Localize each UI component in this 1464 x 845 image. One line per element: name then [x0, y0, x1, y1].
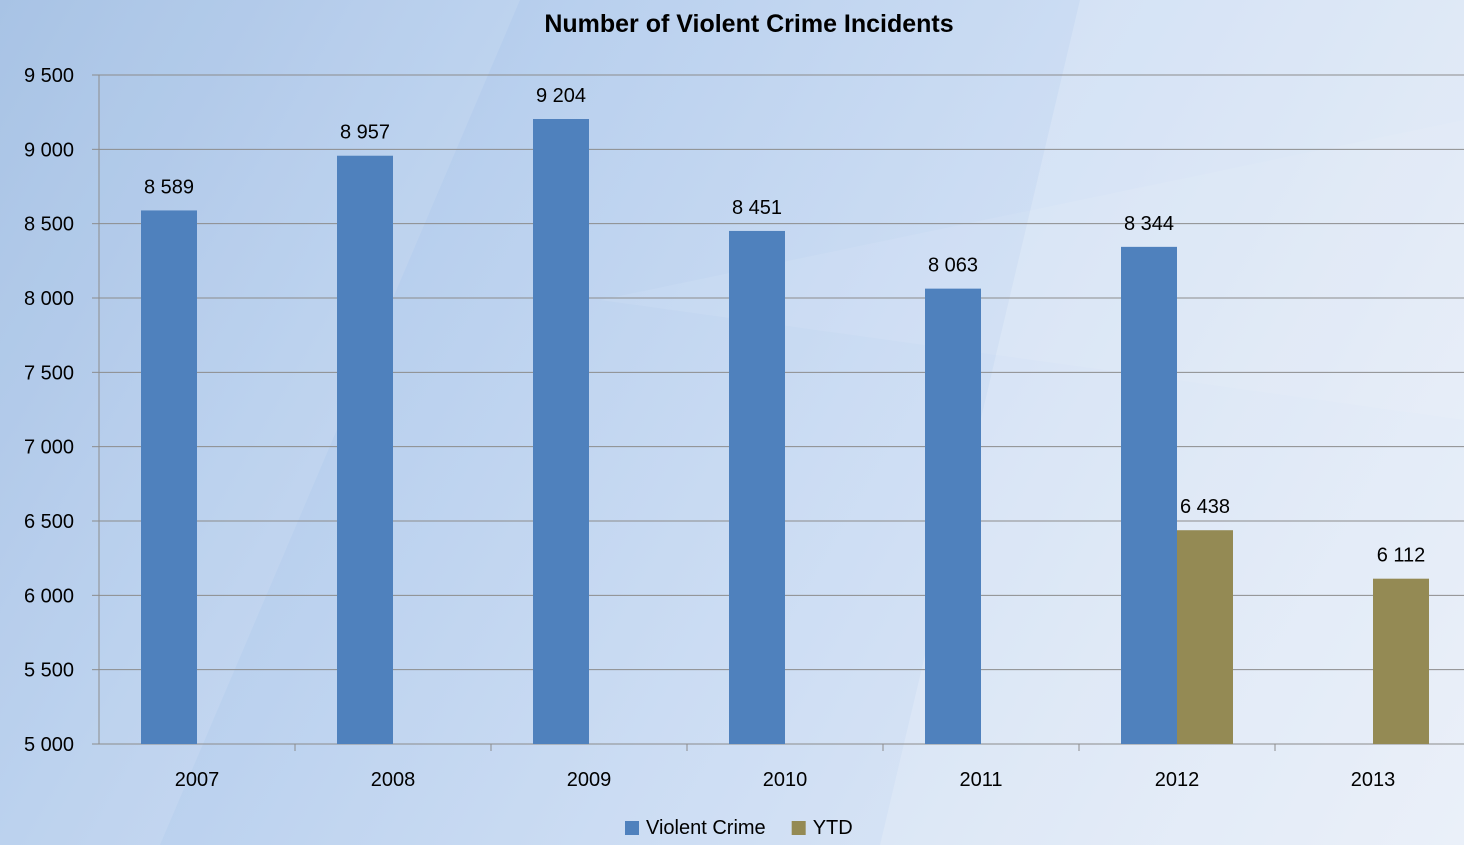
chart-title: Number of Violent Crime Incidents	[544, 10, 953, 38]
bar-violent-crime	[729, 230, 785, 744]
x-tick-label: 2013	[1351, 769, 1396, 791]
data-label: 8 957	[340, 122, 390, 144]
bar-violent-crime	[1121, 246, 1177, 744]
x-tick-label: 2007	[175, 769, 220, 791]
y-tick-label: 9 000	[24, 139, 74, 161]
bar-violent-crime	[141, 210, 197, 745]
y-tick-label: 6 500	[24, 511, 74, 533]
data-label: 8 344	[1124, 213, 1174, 235]
y-tick-label: 6 000	[24, 585, 74, 607]
y-tick-label: 8 000	[24, 288, 74, 310]
data-labels: 8 589 8 957 9 204 8 451 8 063 8 344 6 438 6 112	[144, 85, 1425, 567]
y-tick-label: 7 000	[24, 437, 74, 459]
legend-label: YTD	[813, 817, 853, 839]
bar-violent-crime	[925, 288, 981, 744]
data-label: 6 438	[1180, 496, 1230, 518]
data-label: 8 451	[732, 197, 782, 219]
bar-violent-crime	[533, 119, 589, 745]
x-tick-label: 2009	[567, 769, 612, 791]
bar-ytd	[1177, 530, 1233, 744]
data-label: 9 204	[536, 85, 586, 107]
x-tick-label: 2011	[959, 769, 1002, 791]
bar-violent-crime	[337, 155, 393, 744]
legend-label: Violent Crime	[646, 817, 766, 839]
bars	[141, 119, 1429, 745]
x-tick-label: 2010	[763, 769, 808, 791]
y-tick-label: 7 500	[24, 362, 74, 384]
y-tick-label: 5 500	[24, 660, 74, 682]
data-label: 6 112	[1377, 545, 1426, 567]
bar-ytd	[1373, 578, 1429, 744]
y-tick-label: 9 500	[24, 65, 74, 87]
y-tick-label: 5 000	[24, 734, 74, 756]
x-tick-label: 2012	[1155, 769, 1200, 791]
y-tick-label: 8 500	[24, 214, 74, 236]
legend-swatch	[791, 821, 806, 835]
data-label: 8 063	[928, 255, 978, 277]
x-tick-label: 2008	[371, 769, 416, 791]
data-label: 8 589	[144, 176, 194, 198]
legend-swatch	[625, 821, 639, 835]
legend: Violent Crime YTD	[625, 817, 853, 839]
